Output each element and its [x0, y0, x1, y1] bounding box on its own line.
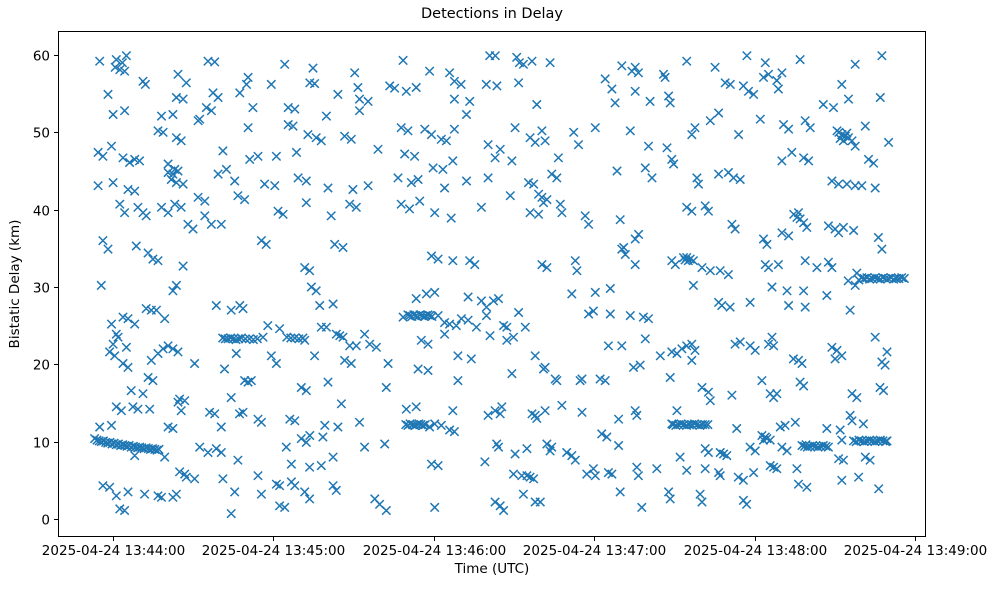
x-tick-label: 2025-04-24 13:44:00	[42, 543, 185, 559]
y-tick-label: 0	[41, 512, 50, 528]
chart-title: Detections in Delay	[420, 6, 563, 22]
x-axis-label: Time (UTC)	[454, 561, 530, 577]
y-tick-label: 40	[33, 203, 50, 219]
x-tick-label: 2025-04-24 13:47:00	[523, 543, 666, 559]
x-tick-label: 2025-04-24 13:45:00	[202, 543, 345, 559]
y-tick-label: 10	[33, 435, 50, 451]
x-tick-label: 2025-04-24 13:49:00	[844, 543, 987, 559]
axes-spines	[58, 31, 926, 537]
x-tick-label: 2025-04-24 13:46:00	[363, 543, 506, 559]
scatter-points	[89, 50, 910, 519]
y-tick-label: 30	[33, 280, 50, 296]
y-tick-label: 20	[33, 357, 50, 373]
y-tick-label: 50	[33, 125, 50, 141]
y-tick-label: 60	[33, 48, 50, 64]
x-tick-label: 2025-04-24 13:48:00	[684, 543, 827, 559]
